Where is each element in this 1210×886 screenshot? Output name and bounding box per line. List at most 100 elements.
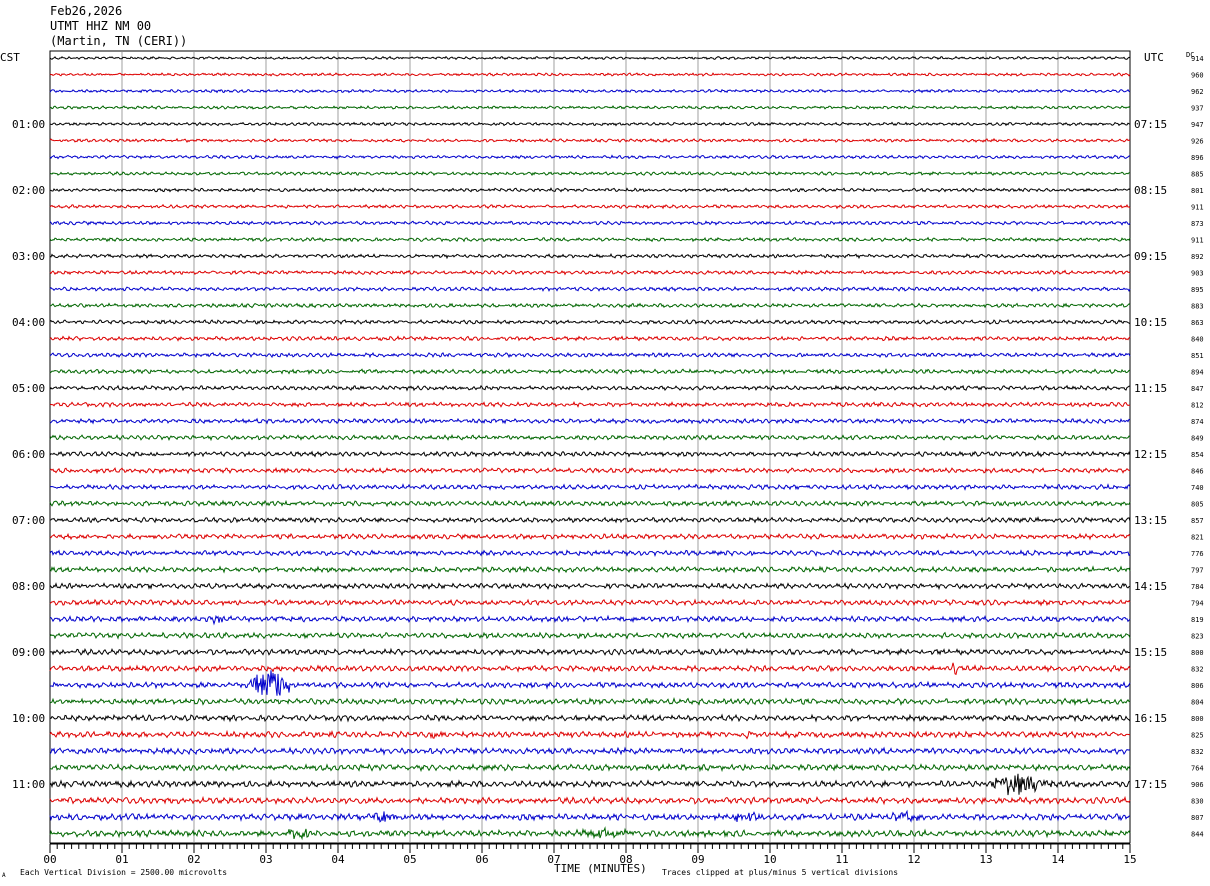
dc-offset-label: 764	[1191, 765, 1204, 773]
cst-hour-label: 02:00	[12, 184, 45, 197]
x-tick-label: 04	[331, 853, 345, 866]
x-tick-label: 05	[403, 853, 416, 866]
dc-offset-label: 825	[1191, 732, 1204, 740]
seismic-trace-row	[50, 105, 1131, 110]
seismic-trace-row	[49, 696, 1131, 707]
dc-offset-label: 892	[1191, 253, 1204, 261]
seismic-traces	[49, 55, 1131, 841]
seismic-trace-row	[49, 582, 1131, 591]
seismic-trace-row	[49, 631, 1131, 640]
dc-offset-label: 846	[1191, 468, 1204, 476]
seismic-trace-row	[49, 598, 1131, 607]
seismic-trace-row	[49, 318, 1131, 326]
utc-hour-label: 15:15	[1134, 646, 1167, 659]
dc-offset-label: 805	[1191, 501, 1204, 509]
cst-hour-label: 11:00	[12, 778, 45, 791]
plot-frame	[49, 50, 1131, 844]
seismic-trace-row	[49, 401, 1131, 409]
dc-offset-label: 883	[1191, 303, 1204, 311]
seismic-trace-row	[49, 614, 1131, 626]
seismic-trace-row	[49, 532, 1131, 541]
seismic-trace-row	[49, 662, 1131, 676]
seismic-trace-row	[49, 236, 1131, 243]
seismic-trace-row	[49, 368, 1131, 375]
dc-offset-label: 960	[1191, 72, 1204, 80]
seismic-trace-row	[49, 351, 1131, 359]
dc-offset-label: 911	[1191, 237, 1204, 245]
dc-offset-label: 840	[1191, 336, 1204, 344]
seismic-trace-row	[49, 516, 1131, 524]
x-tick-label: 00	[43, 853, 56, 866]
dc-offset-label: 800	[1191, 649, 1204, 657]
x-axis-title: TIME (MINUTES)	[554, 862, 647, 875]
seismic-trace-row	[49, 121, 1131, 127]
dc-offset-label: 832	[1191, 748, 1204, 756]
seismic-trace-row	[49, 713, 1131, 723]
dc-offset-label: 894	[1191, 369, 1204, 377]
seismic-trace-row	[49, 450, 1131, 458]
cst-hour-label: 10:00	[12, 712, 45, 725]
x-tick-label: 08	[619, 853, 632, 866]
cst-hour-label: 04:00	[12, 316, 45, 329]
seismic-trace-row	[49, 729, 1131, 740]
dc-offset-label: 896	[1191, 154, 1204, 162]
utc-hour-label: 12:15	[1134, 448, 1167, 461]
seismic-trace-row	[49, 483, 1131, 491]
dc-offset-label: 740	[1191, 484, 1204, 492]
seismic-trace-row	[49, 253, 1131, 260]
dc-offset-label: 911	[1191, 204, 1204, 212]
right-axis-title: UTC	[1144, 51, 1164, 64]
seismic-trace-row	[49, 72, 1131, 77]
seismic-trace-row	[49, 335, 1131, 342]
dc-offset-label: 962	[1191, 88, 1204, 96]
dc-offset-label: 804	[1191, 699, 1204, 707]
utc-hour-label: 08:15	[1134, 184, 1167, 197]
dc-offset-label: 807	[1191, 814, 1204, 822]
scale-note: Each Vertical Division = 2500.00 microvo…	[20, 868, 228, 877]
seismic-trace-row	[49, 220, 1131, 226]
dc-offset-label: 849	[1191, 435, 1204, 443]
utc-hour-label: 13:15	[1134, 514, 1167, 527]
clip-note: Traces clipped at plus/minus 5 vertical …	[662, 868, 899, 877]
seismic-trace-row	[49, 154, 1131, 160]
x-tick-label: 15	[1123, 853, 1136, 866]
seismic-trace-row	[49, 809, 1131, 823]
seismic-trace-row	[49, 434, 1131, 442]
seismic-trace-row	[49, 499, 1131, 508]
dc-offset-label: 800	[1191, 715, 1204, 723]
seismic-trace-row	[49, 384, 1131, 392]
dc-offset-label: 797	[1191, 567, 1204, 575]
plot-grid	[49, 50, 1131, 853]
dc-offset-label: 851	[1191, 352, 1204, 360]
seismic-trace-row	[49, 565, 1131, 574]
left-axis-title: CST	[0, 51, 20, 64]
x-tick-label: 07	[547, 853, 560, 866]
x-tick-label: 02	[187, 853, 200, 866]
dc-offset-label: 857	[1191, 517, 1204, 525]
dc-offset-label: 926	[1191, 138, 1204, 146]
cst-hour-label: 08:00	[12, 580, 45, 593]
dc-offset-label: 806	[1191, 682, 1204, 690]
seismic-trace-row	[49, 88, 1131, 94]
dc-offset-label: 844	[1191, 831, 1204, 839]
cst-hour-label: 01:00	[12, 118, 45, 131]
seismic-trace-row	[49, 187, 1131, 193]
dc-offset-label: 776	[1191, 550, 1204, 558]
dc-offset-label: 885	[1191, 171, 1204, 179]
seismic-trace-row	[49, 285, 1131, 293]
dc-offset-label: 906	[1191, 781, 1204, 789]
x-tick-label: 01	[115, 853, 128, 866]
x-tick-label: 14	[1051, 853, 1065, 866]
utc-hour-label: 14:15	[1134, 580, 1167, 593]
dc-offset-label: 873	[1191, 220, 1204, 228]
axis-labels: 00 01 02 03 04 05 06 07 08 09 10 11 12 13 14 15 CST UTC DC…	[0, 51, 1204, 866]
dc-offset-label: 832	[1191, 666, 1204, 674]
dc-offset-label: 812	[1191, 402, 1204, 410]
dc-offset-label: 895	[1191, 286, 1204, 294]
dc-offset-label: 914	[1191, 55, 1204, 63]
x-tick-label: 10	[763, 853, 776, 866]
cst-hour-label: 05:00	[12, 382, 45, 395]
dc-offset-label: 823	[1191, 633, 1204, 641]
seismic-trace-row	[49, 647, 1131, 657]
